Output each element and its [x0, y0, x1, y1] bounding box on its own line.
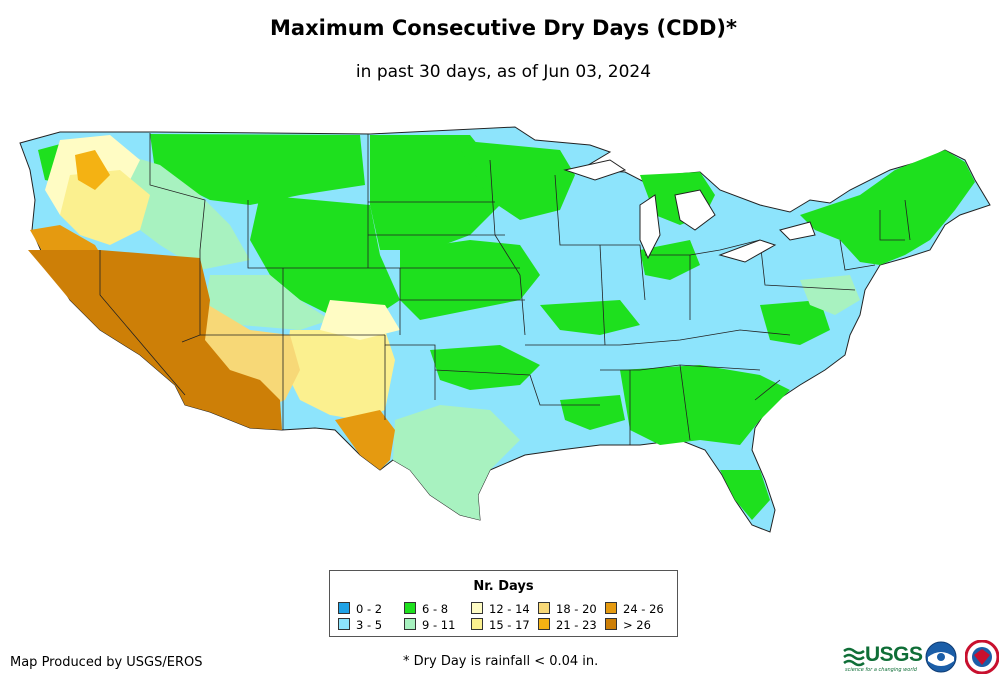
legend-item: 24 - 26 [605, 602, 664, 616]
great-lakes [563, 159, 816, 263]
legend-item: > 26 [605, 618, 651, 632]
legend-item: 9 - 11 [404, 618, 455, 632]
legend-swatch-6-8 [404, 602, 416, 614]
legend-swatch-0-2 [338, 602, 350, 614]
legend-swatch-12-14 [471, 602, 483, 614]
legend-item: 6 - 8 [404, 602, 448, 616]
legend-item: 18 - 20 [538, 602, 597, 616]
legend-swatch-9-11 [404, 618, 416, 630]
legend-title: Nr. Days [473, 579, 534, 594]
state-borders [99, 133, 911, 445]
zone-6-8-days [38, 134, 975, 520]
legend-swatch-21-23 [538, 618, 550, 630]
map-subtitle: in past 30 days, as of Jun 03, 2024 [355, 62, 652, 82]
legend-swatch-3-5 [338, 618, 350, 630]
us-dry-days-map [19, 126, 991, 533]
zone-over-26-days [28, 250, 282, 430]
legend-swatch-18-20 [538, 602, 550, 614]
legend-item: 3 - 5 [338, 618, 382, 632]
legend-swatch-15-17 [471, 618, 483, 630]
legend-box: Nr. Days 0 - 2 3 - 5 6 - 8 9 - 11 12 - 1… [329, 570, 678, 637]
noaa-logo-icon [925, 641, 957, 673]
legend-swatch-24-26 [605, 602, 617, 614]
legend-item: 15 - 17 [471, 618, 530, 632]
usgs-wave-icon [843, 647, 865, 667]
legend-item: 12 - 14 [471, 602, 530, 616]
producer-credit: Map Produced by USGS/EROS [10, 655, 203, 670]
legend-swatch-over-26 [605, 618, 617, 630]
dry-day-footnote: * Dry Day is rainfall < 0.04 in. [403, 654, 599, 669]
agency-logos: USGS science for a changing world [843, 640, 1003, 676]
legend-item: 0 - 2 [338, 602, 382, 616]
zone-12-17-days [45, 135, 400, 420]
map-title: Maximum Consecutive Dry Days (CDD)* [270, 16, 737, 40]
legend-item: 21 - 23 [538, 618, 597, 632]
nws-logo-icon [965, 640, 999, 674]
